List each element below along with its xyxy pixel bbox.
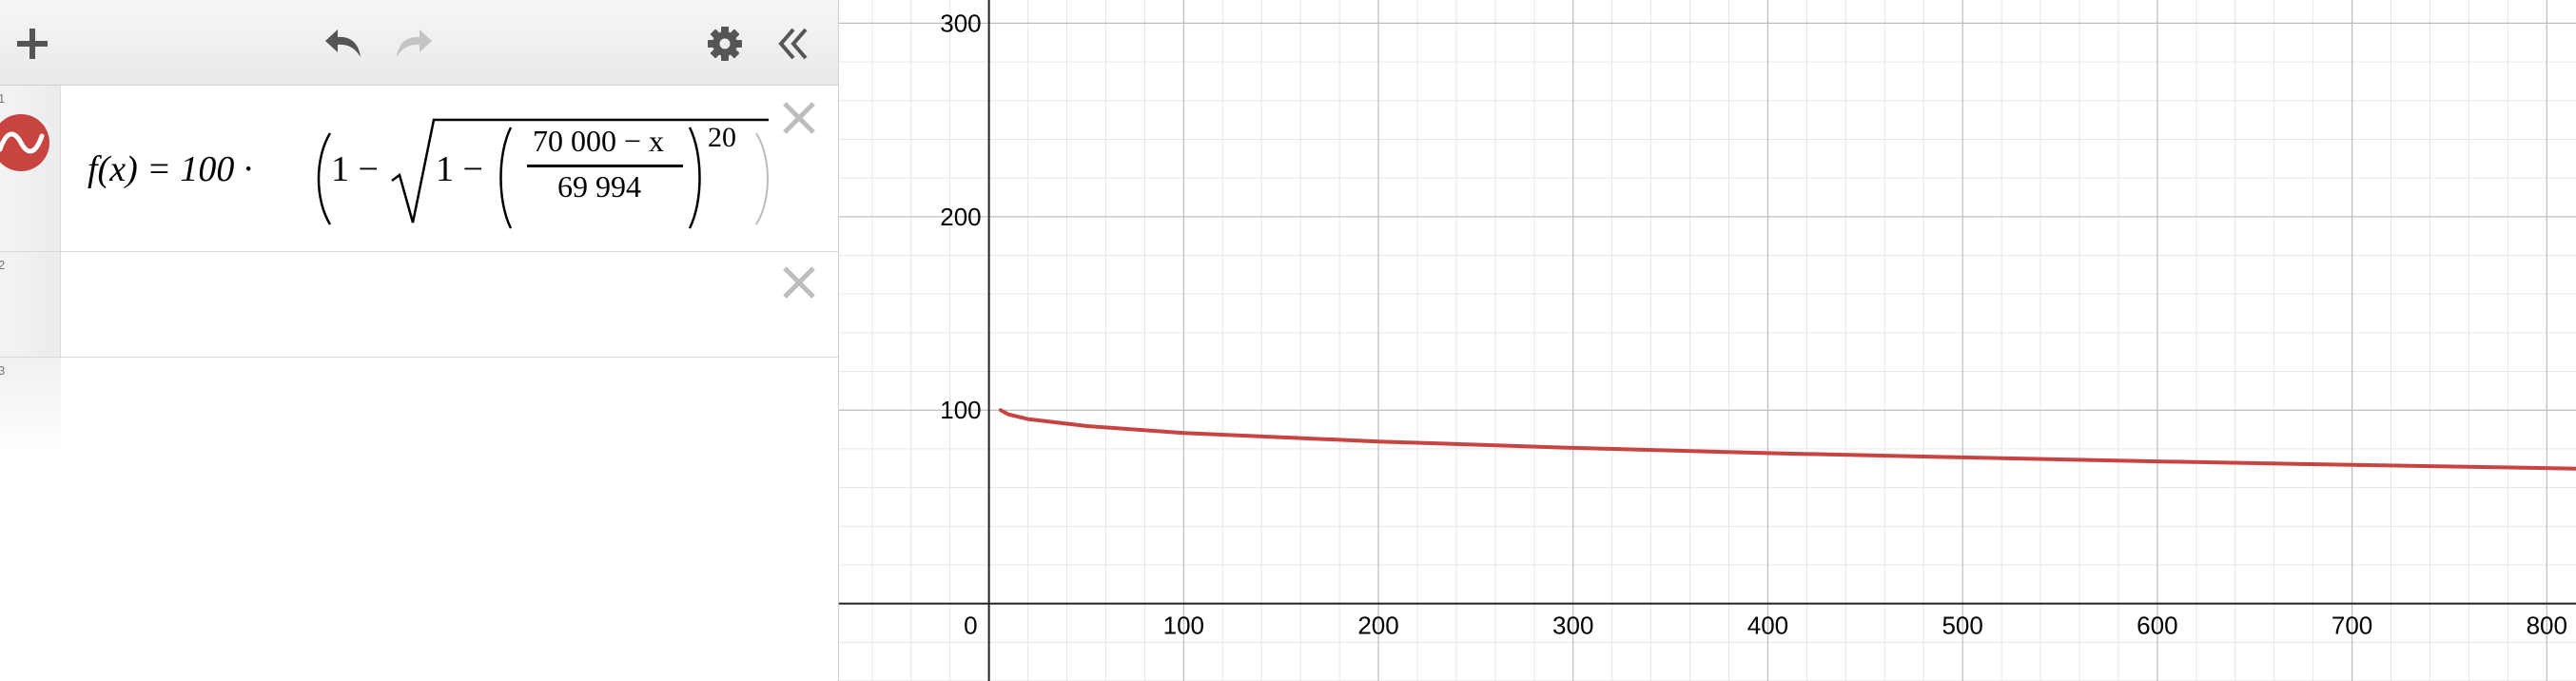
- double-chevron-left-icon: [778, 28, 808, 60]
- graph-color-toggle[interactable]: [0, 114, 49, 171]
- expression-toolbar: [0, 0, 838, 86]
- undo-button[interactable]: [322, 21, 367, 67]
- minor-gridlines: [839, 0, 2576, 681]
- expression-panel: 1 f(x) = 100 · 1 − 1 −: [0, 0, 839, 681]
- formula-inner-one: 1 −: [436, 149, 483, 189]
- delete-expression-button[interactable]: [778, 97, 820, 139]
- add-icon: [17, 29, 48, 59]
- axes: [839, 0, 2576, 681]
- redo-icon: [397, 29, 432, 57]
- expression-gutter: 3: [0, 358, 61, 453]
- undo-icon: [325, 29, 361, 57]
- y-tick-label: 300: [940, 9, 981, 37]
- x-tick-label: 800: [2527, 612, 2567, 640]
- formula-one: 1 −: [331, 149, 379, 189]
- graph-svg[interactable]: 0 100 200 300 400 500 600 700 800 100 200 300: [839, 0, 2576, 681]
- x-tick-label: 700: [2332, 612, 2372, 640]
- expression-index: 3: [0, 363, 5, 378]
- settings-button[interactable]: [702, 21, 748, 67]
- x-tick-label: 400: [1747, 612, 1788, 640]
- y-tick-label: 100: [940, 396, 981, 424]
- formula-denominator: 69 994: [557, 169, 641, 204]
- delete-expression-button[interactable]: [778, 262, 820, 303]
- left-paren: [317, 132, 332, 225]
- sqrt-sign: [391, 118, 769, 224]
- expression-gutter: 2: [0, 252, 61, 357]
- add-item-button[interactable]: [10, 21, 55, 67]
- formula-lhs: f(x) = 100 ·: [88, 149, 253, 189]
- expression-row[interactable]: 1 f(x) = 100 · 1 − 1 −: [0, 86, 838, 252]
- x-tick-label: 600: [2137, 612, 2177, 640]
- x-tick-label: 200: [1357, 612, 1398, 640]
- collapse-panel-button[interactable]: [771, 21, 816, 67]
- expression-gutter: 1: [0, 86, 61, 251]
- close-icon: [783, 102, 815, 134]
- function-curve: [998, 408, 2576, 471]
- x-tick-label: 0: [964, 612, 977, 640]
- tick-labels: 0 100 200 300 400 500 600 700 800 100 200 300: [940, 9, 2567, 639]
- fraction-bar: [527, 165, 683, 167]
- x-tick-label: 500: [1942, 612, 1982, 640]
- gear-icon: [708, 27, 742, 61]
- inner-right-paren: [688, 126, 701, 229]
- expression-list: 1 f(x) = 100 · 1 − 1 −: [0, 86, 838, 453]
- formula-numerator: 70 000 − x: [533, 124, 665, 158]
- x-tick-label: 100: [1163, 612, 1204, 640]
- expression-row[interactable]: 3: [0, 358, 838, 453]
- formula-exponent: 20: [708, 122, 736, 153]
- right-paren: [755, 132, 769, 225]
- redo-button[interactable]: [390, 21, 436, 67]
- graph-canvas[interactable]: 0 100 200 300 400 500 600 700 800 100 200 300: [839, 0, 2576, 681]
- expression-row[interactable]: 2: [0, 252, 838, 358]
- y-tick-label: 200: [940, 203, 981, 231]
- expression-index: 1: [0, 91, 5, 106]
- major-gridlines: [839, 0, 2576, 681]
- x-tick-label: 300: [1552, 612, 1593, 640]
- close-icon: [783, 266, 815, 299]
- inner-left-paren: [499, 126, 513, 229]
- plotted-curves: [998, 408, 2576, 471]
- expression-index: 2: [0, 258, 5, 272]
- wave-icon: [0, 131, 45, 154]
